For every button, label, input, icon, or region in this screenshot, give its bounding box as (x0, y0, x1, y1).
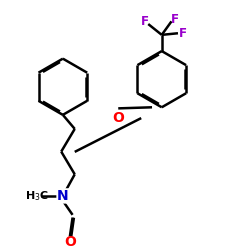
Text: O: O (112, 111, 124, 125)
Text: F: F (171, 13, 179, 26)
Text: H$_3$C: H$_3$C (25, 189, 49, 203)
Text: O: O (64, 235, 76, 249)
Text: F: F (141, 16, 149, 28)
Text: F: F (179, 27, 187, 40)
Text: N: N (57, 189, 69, 203)
